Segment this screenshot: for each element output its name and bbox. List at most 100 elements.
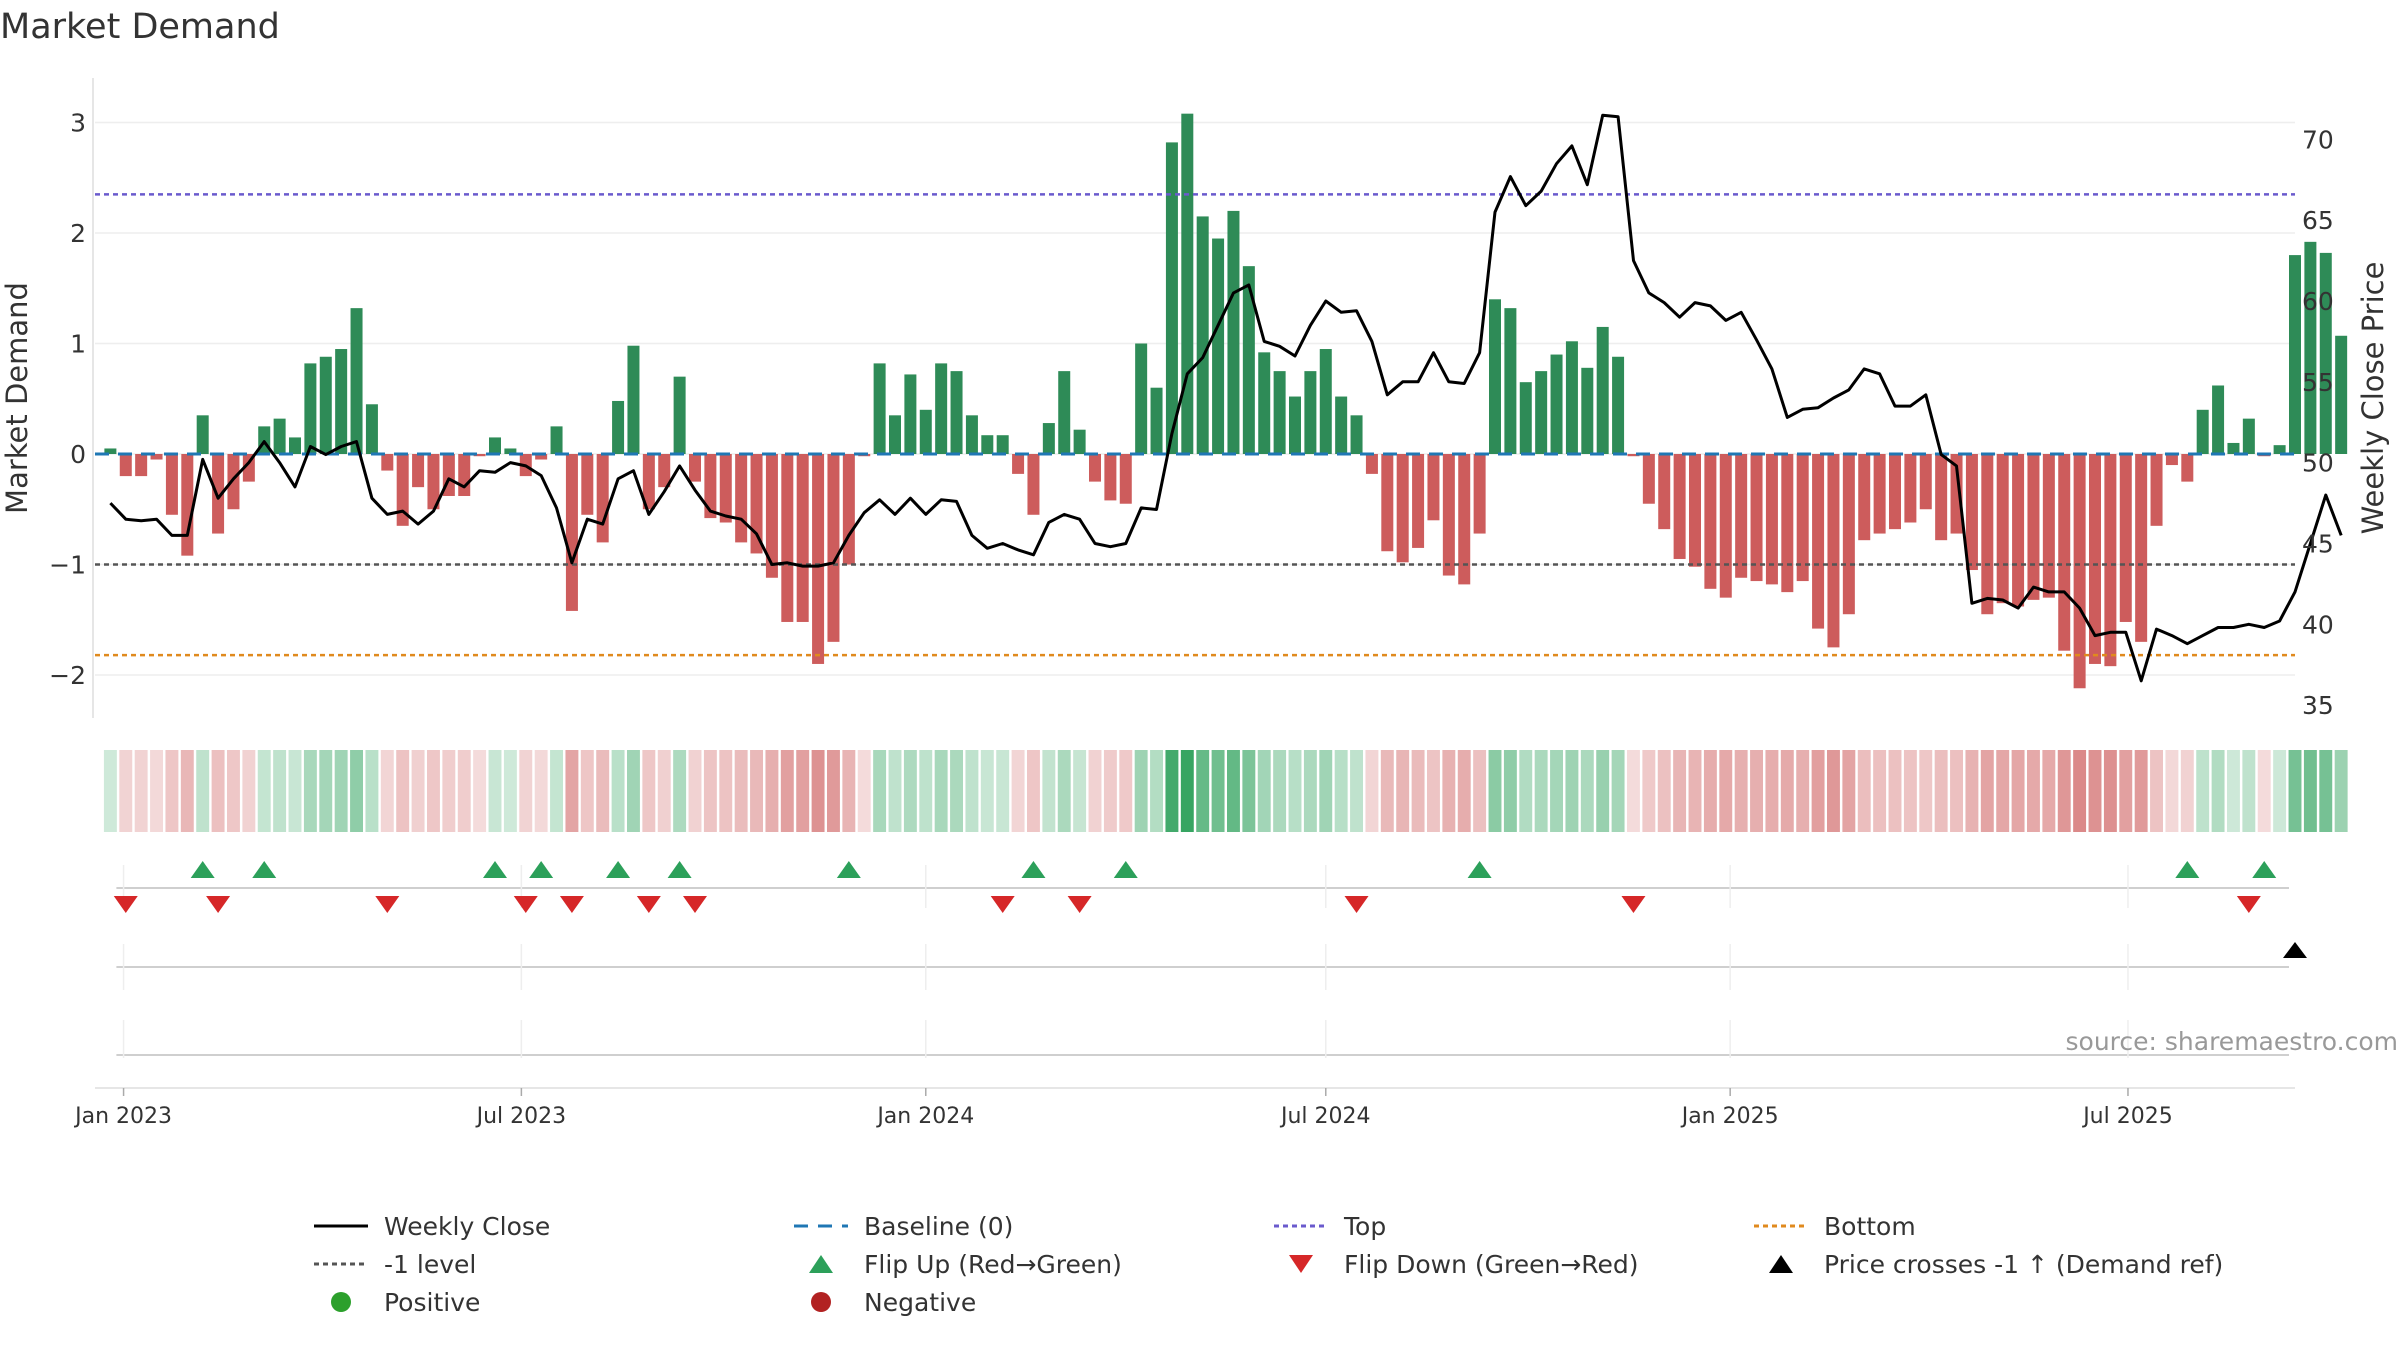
heat-cell [1442,750,1456,832]
heat-cell [134,750,148,832]
y-tick-label: 3 [70,109,86,138]
heat-cell [319,750,333,832]
demand-bar [1227,210,1240,454]
triangle-up-icon [1769,1255,1793,1273]
heat-cell [2288,750,2302,832]
heat-cell [2242,750,2256,832]
heat-cell [180,750,194,832]
heat-cell [1796,750,1810,832]
heat-cell [1842,750,1856,832]
heat-cell [1950,750,1963,832]
heat-cell [2227,750,2240,832]
heat-cell [103,750,117,832]
flip-markers-panel [113,861,2289,1058]
heat-cell [442,750,456,832]
heat-cell [1765,750,1779,832]
demand-bar [1858,454,1871,541]
flip-up-marker [190,861,215,878]
demand-bar [1104,454,1117,501]
demand-bar [827,454,840,642]
demand-bar [1935,454,1948,541]
demand-bar [2027,454,2040,600]
demand-bar [1412,454,1425,548]
y2-tick-label: 65 [2302,206,2334,235]
heat-cell [1780,750,1794,832]
demand-bar [212,454,225,534]
heat-cell [1365,750,1379,832]
demand-bar [1427,454,1440,521]
heat-cell [873,750,887,832]
heat-cell [1457,750,1471,832]
demand-bar [642,454,655,510]
demand-bar [396,454,409,526]
x-tick-label: Jul 2025 [2081,1104,2173,1129]
heat-cell [1611,750,1625,832]
y-tick-label: 2 [70,219,86,248]
heat-cell [1550,750,1563,832]
heat-cell [1580,750,1594,832]
heat-cell [1719,750,1733,832]
demand-bar [1119,454,1132,504]
y2-tick-label: 70 [2302,125,2334,154]
dotted-line-icon [1754,1224,1808,1228]
demand-bar [1765,454,1778,585]
flip-down-marker [2236,896,2261,913]
heat-cell [657,750,671,832]
demand-bar [1904,454,1917,523]
demand-bar [1012,454,1025,474]
y-tick-label: −1 [49,551,86,580]
demand-bar [150,454,163,460]
flip-up-marker [667,861,692,878]
heat-cell [611,750,625,832]
flip-down-marker [513,896,538,913]
demand-bar [1950,454,1963,534]
heat-cell [2257,750,2271,832]
heat-cell [919,750,933,832]
heat-cell [857,750,871,832]
heat-cell [227,750,240,832]
demand-bar [1289,396,1301,454]
heat-cell [165,750,179,832]
heat-cell [1827,750,1840,832]
x-axis: Jan 2023 Jul 2023 Jan 2024 Jul 2024 Jan 2025… [73,1087,2295,1129]
demand-bar [1258,352,1271,454]
heat-cell [488,750,502,832]
flip-down-marker [1344,896,1369,913]
heat-cell [396,750,410,832]
demand-bar [1273,371,1286,454]
flip-up-marker [1467,861,1492,878]
heat-cell [1488,750,1502,832]
flip-up-marker [836,861,861,878]
demand-bar [119,454,132,477]
heat-cell [2088,750,2102,832]
demand-bar [873,363,886,454]
demand-bar [2042,454,2055,598]
demand-bar [2119,454,2132,622]
heat-cell [1288,750,1302,832]
heat-cell [1427,750,1440,832]
demand-bar [1150,387,1163,454]
heat-cell [2165,750,2179,832]
flip-down-marker [683,896,707,913]
demand-bar [812,454,825,664]
heat-cell [1519,750,1533,832]
y2-tick-label: 50 [2302,449,2334,478]
heat-cell [1642,750,1656,832]
demand-bar [596,454,609,543]
demand-bar [289,437,301,454]
demand-bar [1689,454,1701,567]
demand-bar [1458,454,1471,585]
heat-cell [2073,750,2087,832]
heat-cell [1027,750,1040,832]
flip-down-marker [1621,896,1646,913]
heat-cell [734,750,748,832]
heat-cell [334,750,348,832]
heat-cell [288,750,302,832]
chart-title: Market Demand [0,7,280,47]
x-tick-label: Jan 2023 [73,1104,172,1129]
heat-cell [1411,750,1425,832]
heat-cell [2042,750,2056,832]
x-tick-label: Jan 2024 [875,1104,974,1129]
demand-bar [1781,454,1794,593]
